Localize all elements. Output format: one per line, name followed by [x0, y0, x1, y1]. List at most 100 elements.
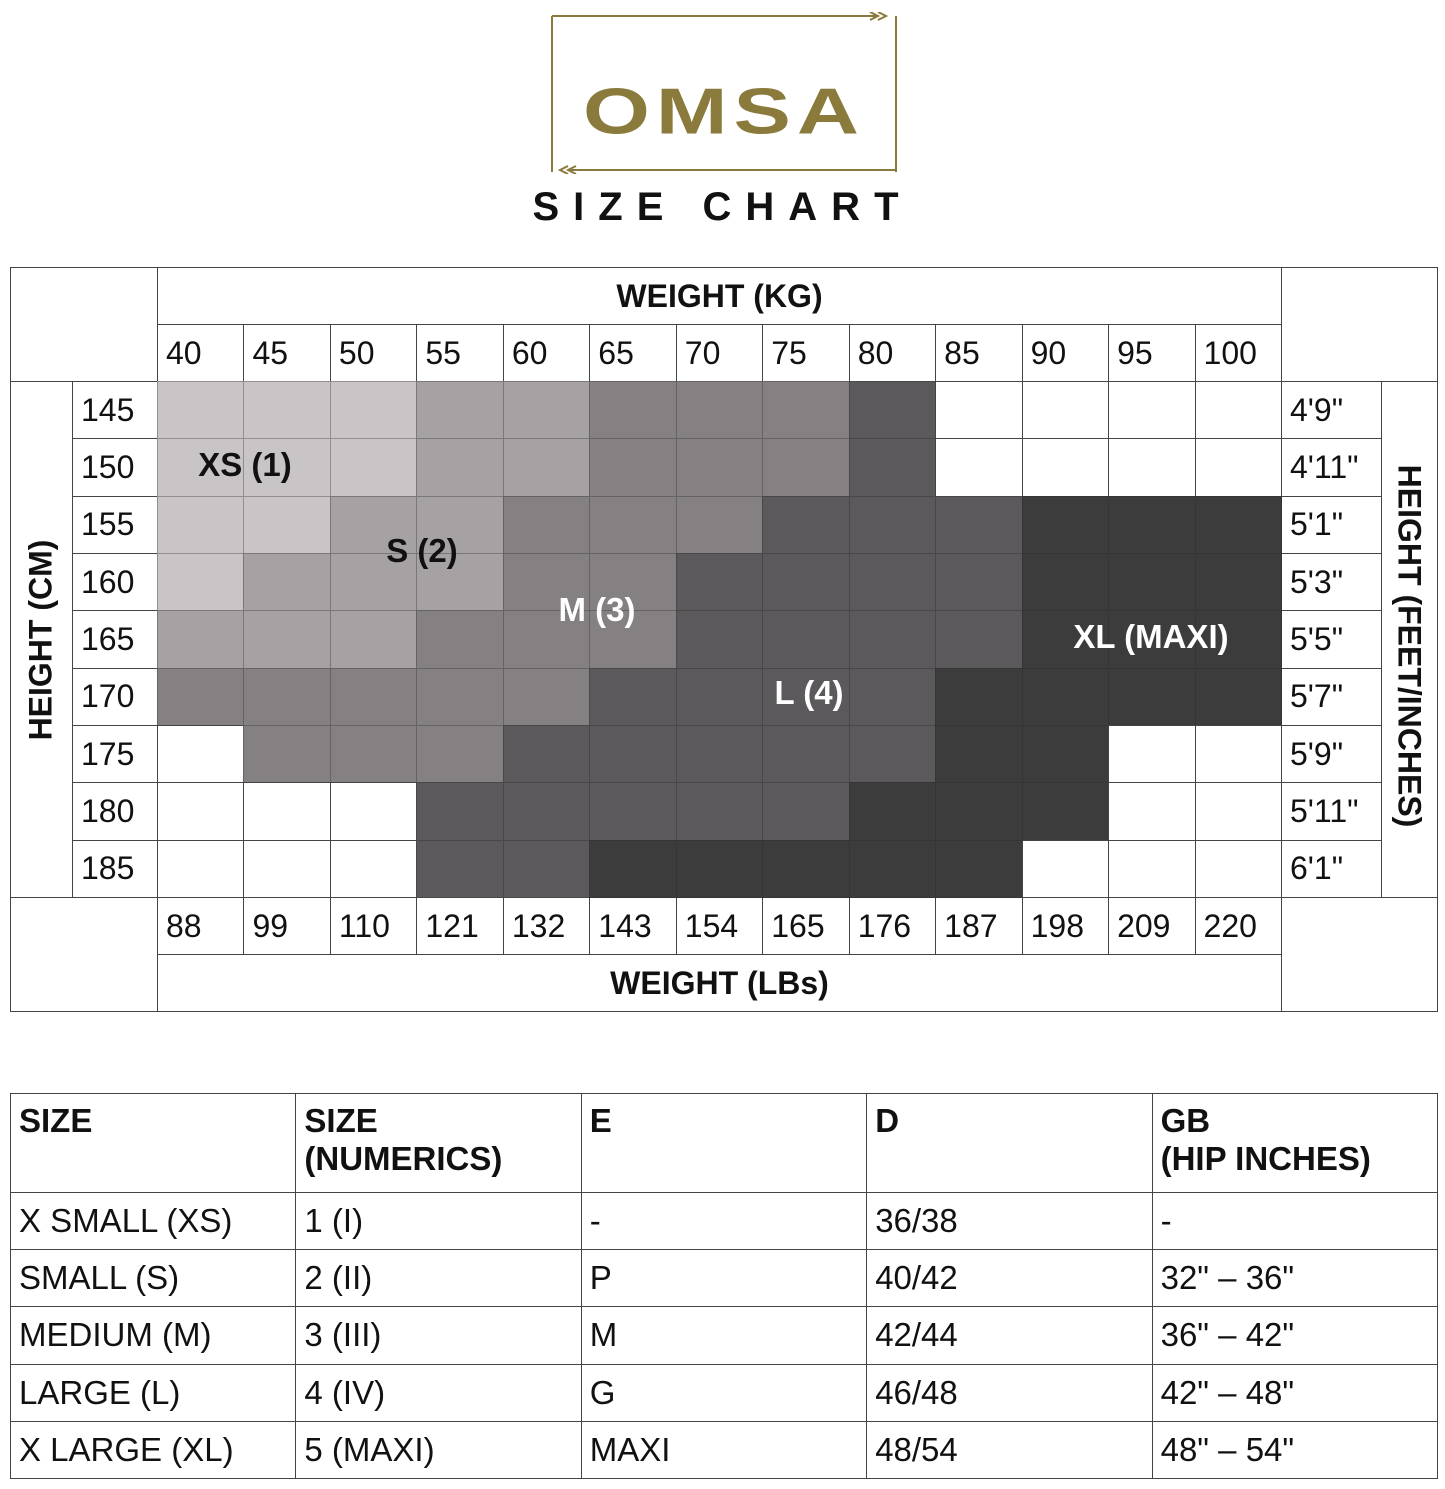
size-cell [329, 438, 418, 497]
size-cell [1021, 839, 1110, 898]
weight-lbs-tick: 198 [1021, 897, 1110, 955]
height-ft-tick: 4'11" [1281, 438, 1382, 497]
size-cell [502, 667, 591, 726]
size-cell [848, 381, 937, 440]
size-cell [1021, 381, 1110, 440]
size-cell [848, 667, 937, 726]
size-cell [1108, 610, 1196, 669]
size-cell [589, 495, 677, 554]
corner-top-right [1281, 267, 1438, 382]
size-cell [329, 839, 418, 898]
size-cell [157, 782, 245, 841]
table-header-cell: GB (HIP INCHES) [1151, 1093, 1438, 1193]
size-cell [157, 495, 245, 554]
size-cell [675, 839, 764, 898]
size-cell [1108, 381, 1196, 440]
size-cell [243, 553, 331, 612]
size-cell [848, 495, 937, 554]
size-cell [157, 381, 245, 440]
size-cell [243, 725, 331, 784]
table-cell: 36" – 42" [1151, 1306, 1438, 1365]
size-cell [1194, 553, 1282, 612]
size-cell [157, 725, 245, 784]
size-cell [1108, 667, 1196, 726]
weight-lbs-tick: 121 [416, 897, 504, 955]
size-cell [502, 725, 591, 784]
height-cm-tick: 155 [72, 495, 158, 554]
size-cell [848, 438, 937, 497]
size-cell [157, 553, 245, 612]
size-cell [329, 610, 418, 669]
height-ft-tick: 5'9" [1281, 725, 1382, 784]
height-cm-tick: 165 [72, 610, 158, 669]
height-cm-tick: 170 [72, 667, 158, 726]
table-cell: 48" – 54" [1151, 1420, 1438, 1479]
table-cell: M [580, 1306, 868, 1365]
size-zone-label: XL (MAXI) [1073, 618, 1229, 655]
size-cell [329, 553, 418, 612]
size-cell [848, 782, 937, 841]
size-cell [762, 839, 850, 898]
table-cell: MAXI [580, 1420, 868, 1479]
size-zone-label: M (3) [558, 591, 636, 628]
size-cell [935, 782, 1023, 841]
size-cell [329, 381, 418, 440]
size-cell [329, 782, 418, 841]
weight-kg-tick: 95 [1108, 324, 1196, 382]
weight-lbs-tick: 176 [848, 897, 937, 955]
size-cell [935, 839, 1023, 898]
size-cell [416, 438, 504, 497]
size-cell [762, 782, 850, 841]
size-cell [502, 381, 591, 440]
table-cell: 36/38 [866, 1192, 1153, 1251]
weight-lbs-tick: 154 [675, 897, 764, 955]
table-cell: 4 (IV) [295, 1363, 582, 1422]
size-cell [1021, 495, 1110, 554]
height-cm-tick: 175 [72, 725, 158, 784]
weight-kg-tick: 75 [762, 324, 850, 382]
size-cell [1021, 553, 1110, 612]
weight-kg-tick: 70 [675, 324, 764, 382]
size-cell [762, 381, 850, 440]
height-ft-tick: 5'3" [1281, 553, 1382, 612]
size-cell [1194, 839, 1282, 898]
size-cell [1021, 782, 1110, 841]
size-cell [502, 610, 591, 669]
size-cell [675, 610, 764, 669]
size-cell [589, 667, 677, 726]
corner-top-left [10, 267, 158, 382]
weight-kg-label: WEIGHT (KG) [157, 267, 1282, 325]
size-cell [1108, 725, 1196, 784]
size-cell [243, 438, 331, 497]
size-cell [1108, 438, 1196, 497]
weight-kg-tick: 90 [1021, 324, 1110, 382]
size-cell [157, 667, 245, 726]
size-cell [243, 610, 331, 669]
height-ft-tick: 5'1" [1281, 495, 1382, 554]
weight-kg-tick: 60 [502, 324, 591, 382]
table-cell: 40/42 [866, 1249, 1153, 1308]
size-cell [848, 610, 937, 669]
size-cell [157, 610, 245, 669]
size-cell [675, 667, 764, 726]
size-cell [589, 725, 677, 784]
size-cell [848, 725, 937, 784]
corner-bottom-right [1281, 897, 1438, 1012]
size-cell [502, 553, 591, 612]
size-cell [935, 553, 1023, 612]
size-cell [243, 381, 331, 440]
size-cell [1108, 553, 1196, 612]
weight-lbs-tick: 110 [329, 897, 418, 955]
page-title: SIZE CHART [532, 185, 913, 229]
size-cell [762, 495, 850, 554]
table-cell: 3 (III) [295, 1306, 582, 1365]
size-cell [502, 839, 591, 898]
size-cell [1021, 667, 1110, 726]
size-cell [416, 495, 504, 554]
weight-lbs-tick: 88 [157, 897, 245, 955]
table-header-cell: SIZE [10, 1093, 297, 1193]
height-cm-tick: 185 [72, 839, 158, 898]
weight-kg-tick: 40 [157, 324, 245, 382]
size-cell [243, 839, 331, 898]
table-cell: 2 (II) [295, 1249, 582, 1308]
